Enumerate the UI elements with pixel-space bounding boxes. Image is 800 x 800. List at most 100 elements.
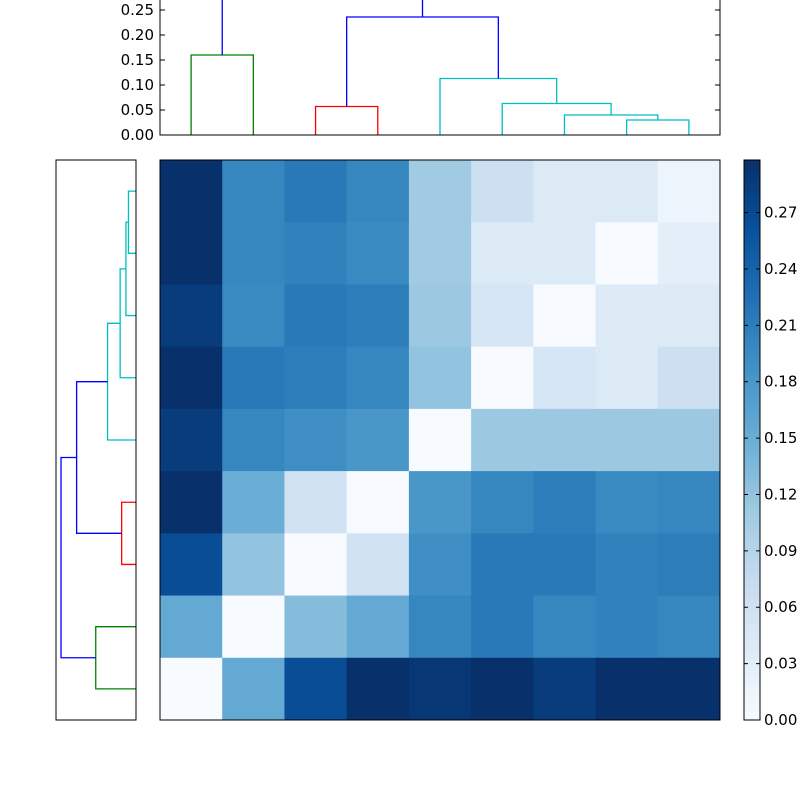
heatmap-cell [471,533,534,597]
heatmap-cell [533,346,597,410]
heatmap-cell [160,160,223,223]
top-ytick-label: 0.15 [121,51,154,69]
heatmap-cell [346,533,410,597]
heatmap-cell [595,160,659,223]
heatmap [160,160,721,721]
colorbar-tick-label: 0.24 [764,260,797,278]
heatmap-cell [160,595,223,659]
heatmap-cell [222,533,285,597]
heatmap-cell [408,284,472,348]
heatmap-cell [657,284,721,348]
heatmap-cell [595,657,659,721]
heatmap-cell [595,471,659,534]
heatmap-cell [533,595,597,659]
top-ytick-label: 0.20 [121,26,154,44]
heatmap-cell [160,222,223,285]
heatmap-cell [533,160,597,223]
heatmap-cell [471,595,534,659]
heatmap-cell [160,533,223,597]
heatmap-cell [471,346,534,410]
heatmap-cell [284,408,348,472]
colorbar-tick-label: 0.18 [764,373,797,391]
top-dendrogram [190,0,690,135]
colorbar-tick-label: 0.00 [764,711,797,729]
colorbar-tick-label: 0.09 [764,542,797,560]
heatmap-cell [408,595,472,659]
heatmap-cell [471,657,534,721]
heatmap-cell [284,595,348,659]
top-dendrogram-frame [159,0,721,136]
heatmap-cell [595,408,659,472]
colorbar [744,160,760,720]
heatmap-cell [160,408,223,472]
heatmap-cell [346,408,410,472]
heatmap-cell [346,160,410,223]
left-dendrogram-link-2 [127,190,136,254]
heatmap-cell [533,657,597,721]
top-dendrogram-yticks: 0.000.050.100.150.200.250.30 [121,1,720,144]
colorbar-tick-label: 0.15 [764,429,797,447]
heatmap-cell [595,346,659,410]
top-ytick-label: 0.05 [121,101,154,119]
heatmap-cell [160,346,223,410]
heatmap-cell [346,657,410,721]
heatmap-cell [222,346,285,410]
heatmap-cell [657,657,721,721]
heatmap-cell [533,533,597,597]
heatmap-cell [595,595,659,659]
colorbar-ticks: 0.00 0.03 0.06 0.09 0.12 0.15 0.18 0.21 0.24 0.27 [744,204,797,729]
heatmap-cell [408,657,472,721]
heatmap-cell [657,222,721,285]
heatmap-cell [471,222,534,285]
heatmap-cell [657,408,721,472]
colorbar-frame [743,159,761,721]
heatmap-cell [346,284,410,348]
top-ytick-label: 0.00 [121,126,154,144]
heatmap-cell [284,284,348,348]
colorbar-tick-label: 0.03 [764,655,797,673]
left-dendrogram-frame [55,159,137,721]
heatmap-cell [657,160,721,223]
heatmap-cell [222,657,285,721]
heatmap-cell [346,346,410,410]
heatmap-cell [284,471,348,534]
heatmap-cell [222,408,285,472]
heatmap-cell [471,284,534,348]
heatmap-cell [284,222,348,285]
top-dendrogram-link-7 [221,0,424,55]
heatmap-cell [657,471,721,534]
heatmap-cell [160,471,223,534]
heatmap-cell [408,533,472,597]
heatmap-cell [533,222,597,285]
heatmap-cell [533,284,597,348]
heatmap-cell [284,533,348,597]
heatmap-cell [471,471,534,534]
heatmap-cell [471,408,534,472]
colorbar-tick-label: 0.21 [764,316,797,334]
heatmap-cell [408,408,472,472]
heatmap-frame [159,159,721,721]
heatmap-cell [408,222,472,285]
heatmap-cell [657,346,721,410]
top-ytick-label: 0.10 [121,76,154,94]
heatmap-cell [346,471,410,534]
heatmap-cell [595,284,659,348]
heatmap-cell [160,284,223,348]
heatmap-cell [533,471,597,534]
left-dendrogram-link-5 [106,322,136,441]
heatmap-cell [284,657,348,721]
top-ytick-label: 0.25 [121,1,154,19]
heatmap-cell [222,222,285,285]
left-dendrogram-link-7 [60,456,96,659]
heatmap-cell [346,595,410,659]
heatmap-cell [533,408,597,472]
heatmap-cell [160,657,223,721]
heatmap-cell [284,160,348,223]
heatmap-cell [222,160,285,223]
left-dendrogram [60,190,136,690]
heatmap-cell [222,595,285,659]
heatmap-cell [284,346,348,410]
heatmap-cell [657,533,721,597]
heatmap-cell [222,471,285,534]
